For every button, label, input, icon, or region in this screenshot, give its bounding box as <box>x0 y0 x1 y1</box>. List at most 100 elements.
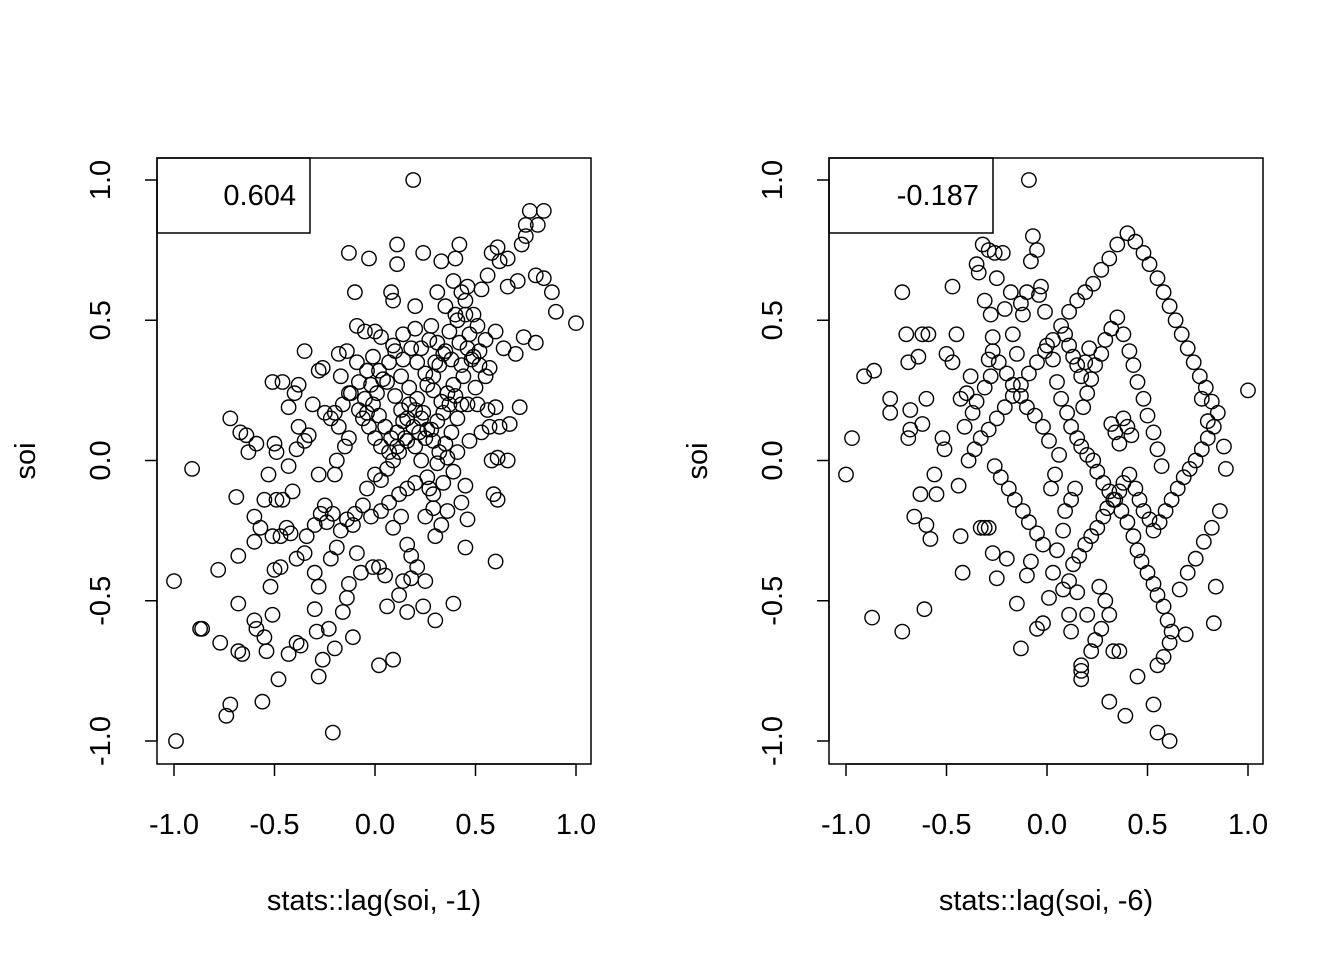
data-point <box>320 620 337 637</box>
data-point <box>487 323 504 340</box>
data-point <box>996 399 1013 416</box>
data-point <box>980 421 997 438</box>
data-point <box>260 466 277 483</box>
data-point <box>1163 491 1180 508</box>
data-point <box>359 480 375 497</box>
data-point <box>988 270 1005 287</box>
data-point <box>348 354 365 371</box>
data-point <box>459 278 476 295</box>
data-point <box>1033 278 1049 295</box>
data-point <box>984 343 1001 359</box>
data-point <box>964 404 981 421</box>
data-point <box>326 466 343 483</box>
data-point <box>477 331 494 348</box>
data-point <box>264 528 281 545</box>
x-axis: -1.0 -0.5 0.0 0.5 1.0 stats::lag(soi, -1) <box>149 763 596 917</box>
data-point <box>972 430 989 446</box>
data-point <box>1117 707 1134 724</box>
data-point <box>338 343 355 359</box>
data-point <box>445 273 462 289</box>
data-point <box>230 595 247 612</box>
data-point <box>445 376 462 393</box>
data-point <box>240 444 257 460</box>
data-point <box>210 562 227 578</box>
data-point <box>459 396 476 413</box>
legend-box: -0.187 <box>828 157 994 234</box>
data-point <box>918 517 935 533</box>
data-point <box>1019 284 1035 301</box>
data-point <box>902 402 919 418</box>
data-point <box>246 612 263 629</box>
data-point <box>900 430 917 446</box>
data-point <box>521 202 538 219</box>
data-point <box>988 570 1005 587</box>
data-point <box>1161 634 1178 651</box>
data-point <box>1027 407 1043 424</box>
data-point <box>348 317 365 334</box>
data-point <box>483 244 500 261</box>
x-tick-label: 0.0 <box>1027 809 1067 841</box>
data-point <box>1013 640 1029 657</box>
data-point <box>344 629 361 646</box>
data-point <box>407 474 424 491</box>
data-point <box>491 418 508 435</box>
data-point <box>264 606 281 623</box>
data-point <box>451 334 468 351</box>
data-point <box>385 452 401 469</box>
data-point <box>1177 626 1194 643</box>
data-point <box>429 455 446 472</box>
data-point <box>379 374 395 390</box>
data-point <box>1199 413 1216 430</box>
data-point <box>1103 416 1120 432</box>
data-point <box>274 491 291 508</box>
data-point <box>1161 298 1178 315</box>
data-point <box>280 399 297 416</box>
data-point <box>1212 503 1228 519</box>
data-point <box>435 474 452 491</box>
data-point <box>459 511 476 528</box>
data-point <box>282 525 299 542</box>
data-point <box>936 441 953 458</box>
data-point <box>1105 643 1122 660</box>
data-point <box>306 517 323 533</box>
data-point <box>415 244 432 261</box>
data-point <box>1004 388 1021 404</box>
data-point <box>1129 668 1146 685</box>
data-point <box>1216 438 1232 455</box>
data-point <box>900 354 917 371</box>
data-point <box>1065 556 1082 573</box>
data-point <box>1093 620 1110 637</box>
data-point <box>377 418 393 435</box>
data-point <box>1195 533 1212 550</box>
data-point <box>409 559 426 575</box>
data-point <box>517 228 534 245</box>
data-point <box>272 528 289 545</box>
data-point <box>1185 354 1202 371</box>
data-point <box>856 368 872 385</box>
data-point <box>391 486 407 503</box>
data-point <box>326 640 343 657</box>
data-point <box>1193 390 1210 407</box>
data-point <box>956 418 973 435</box>
data-point <box>264 374 281 390</box>
data-point <box>1123 427 1140 444</box>
data-point <box>461 432 478 449</box>
data-point <box>1029 354 1045 371</box>
data-point <box>340 244 357 261</box>
data-point <box>481 359 498 376</box>
data-point <box>288 441 305 458</box>
data-point <box>882 404 899 421</box>
data-point <box>340 576 357 592</box>
data-point <box>359 362 375 379</box>
data-point <box>1207 578 1224 595</box>
data-point <box>306 564 323 581</box>
data-point <box>1153 458 1170 474</box>
data-point <box>1135 244 1152 261</box>
legend-box: 0.604 <box>156 157 311 234</box>
data-point <box>391 587 407 603</box>
data-point <box>417 573 434 589</box>
data-point <box>391 444 407 460</box>
data-point <box>992 469 1009 486</box>
data-point <box>463 351 480 368</box>
data-point <box>1049 542 1065 559</box>
